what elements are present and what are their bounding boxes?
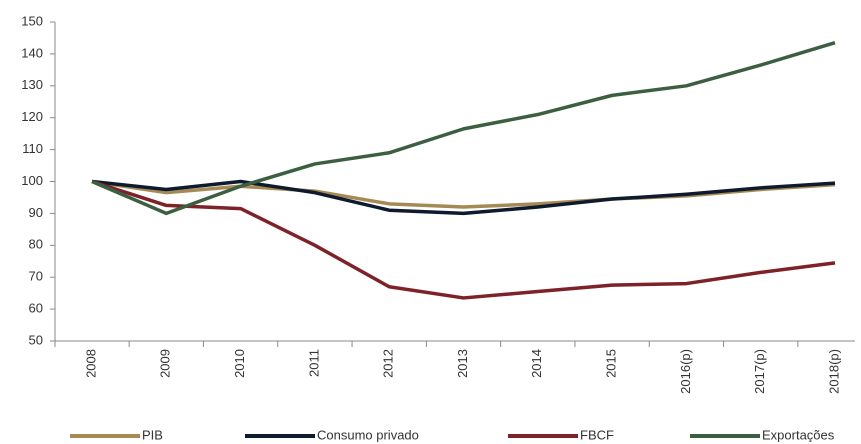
x-tick-label: 2010: [232, 349, 247, 378]
legend-label: PIB: [142, 427, 163, 442]
series-line: [91, 179, 836, 216]
y-tick-label: 140: [21, 45, 43, 60]
legend-label: Exportações: [762, 427, 835, 442]
x-tick-label: 2018(p): [826, 349, 841, 394]
y-tick-label: 60: [29, 301, 43, 316]
x-tick-label: 2016(p): [678, 349, 693, 394]
x-tick-label: 2015: [604, 349, 619, 378]
y-tick-label: 110: [22, 141, 43, 156]
x-tick-label: 2009: [158, 349, 173, 378]
x-tick-label: 2012: [381, 349, 396, 378]
x-tick-label: 2017(p): [752, 349, 767, 394]
y-tick-label: 120: [21, 109, 43, 124]
legend-label: Consumo privado: [317, 427, 419, 442]
legend-label: FBCF: [580, 427, 614, 442]
y-tick-label: 70: [29, 269, 43, 284]
y-tick-label: 80: [29, 237, 43, 252]
x-tick-label: 2011: [306, 349, 321, 377]
x-tick-label: 2013: [455, 349, 470, 378]
series-line: [91, 41, 836, 216]
x-tick-label: 2008: [83, 349, 98, 378]
y-tick-label: 100: [21, 173, 43, 188]
x-tick-label: 2014: [529, 349, 544, 378]
y-tick-label: 150: [21, 13, 43, 28]
y-tick-label: 130: [21, 77, 43, 92]
y-tick-label: 50: [29, 332, 43, 347]
y-tick-label: 90: [29, 205, 43, 220]
series-line: [91, 179, 836, 300]
